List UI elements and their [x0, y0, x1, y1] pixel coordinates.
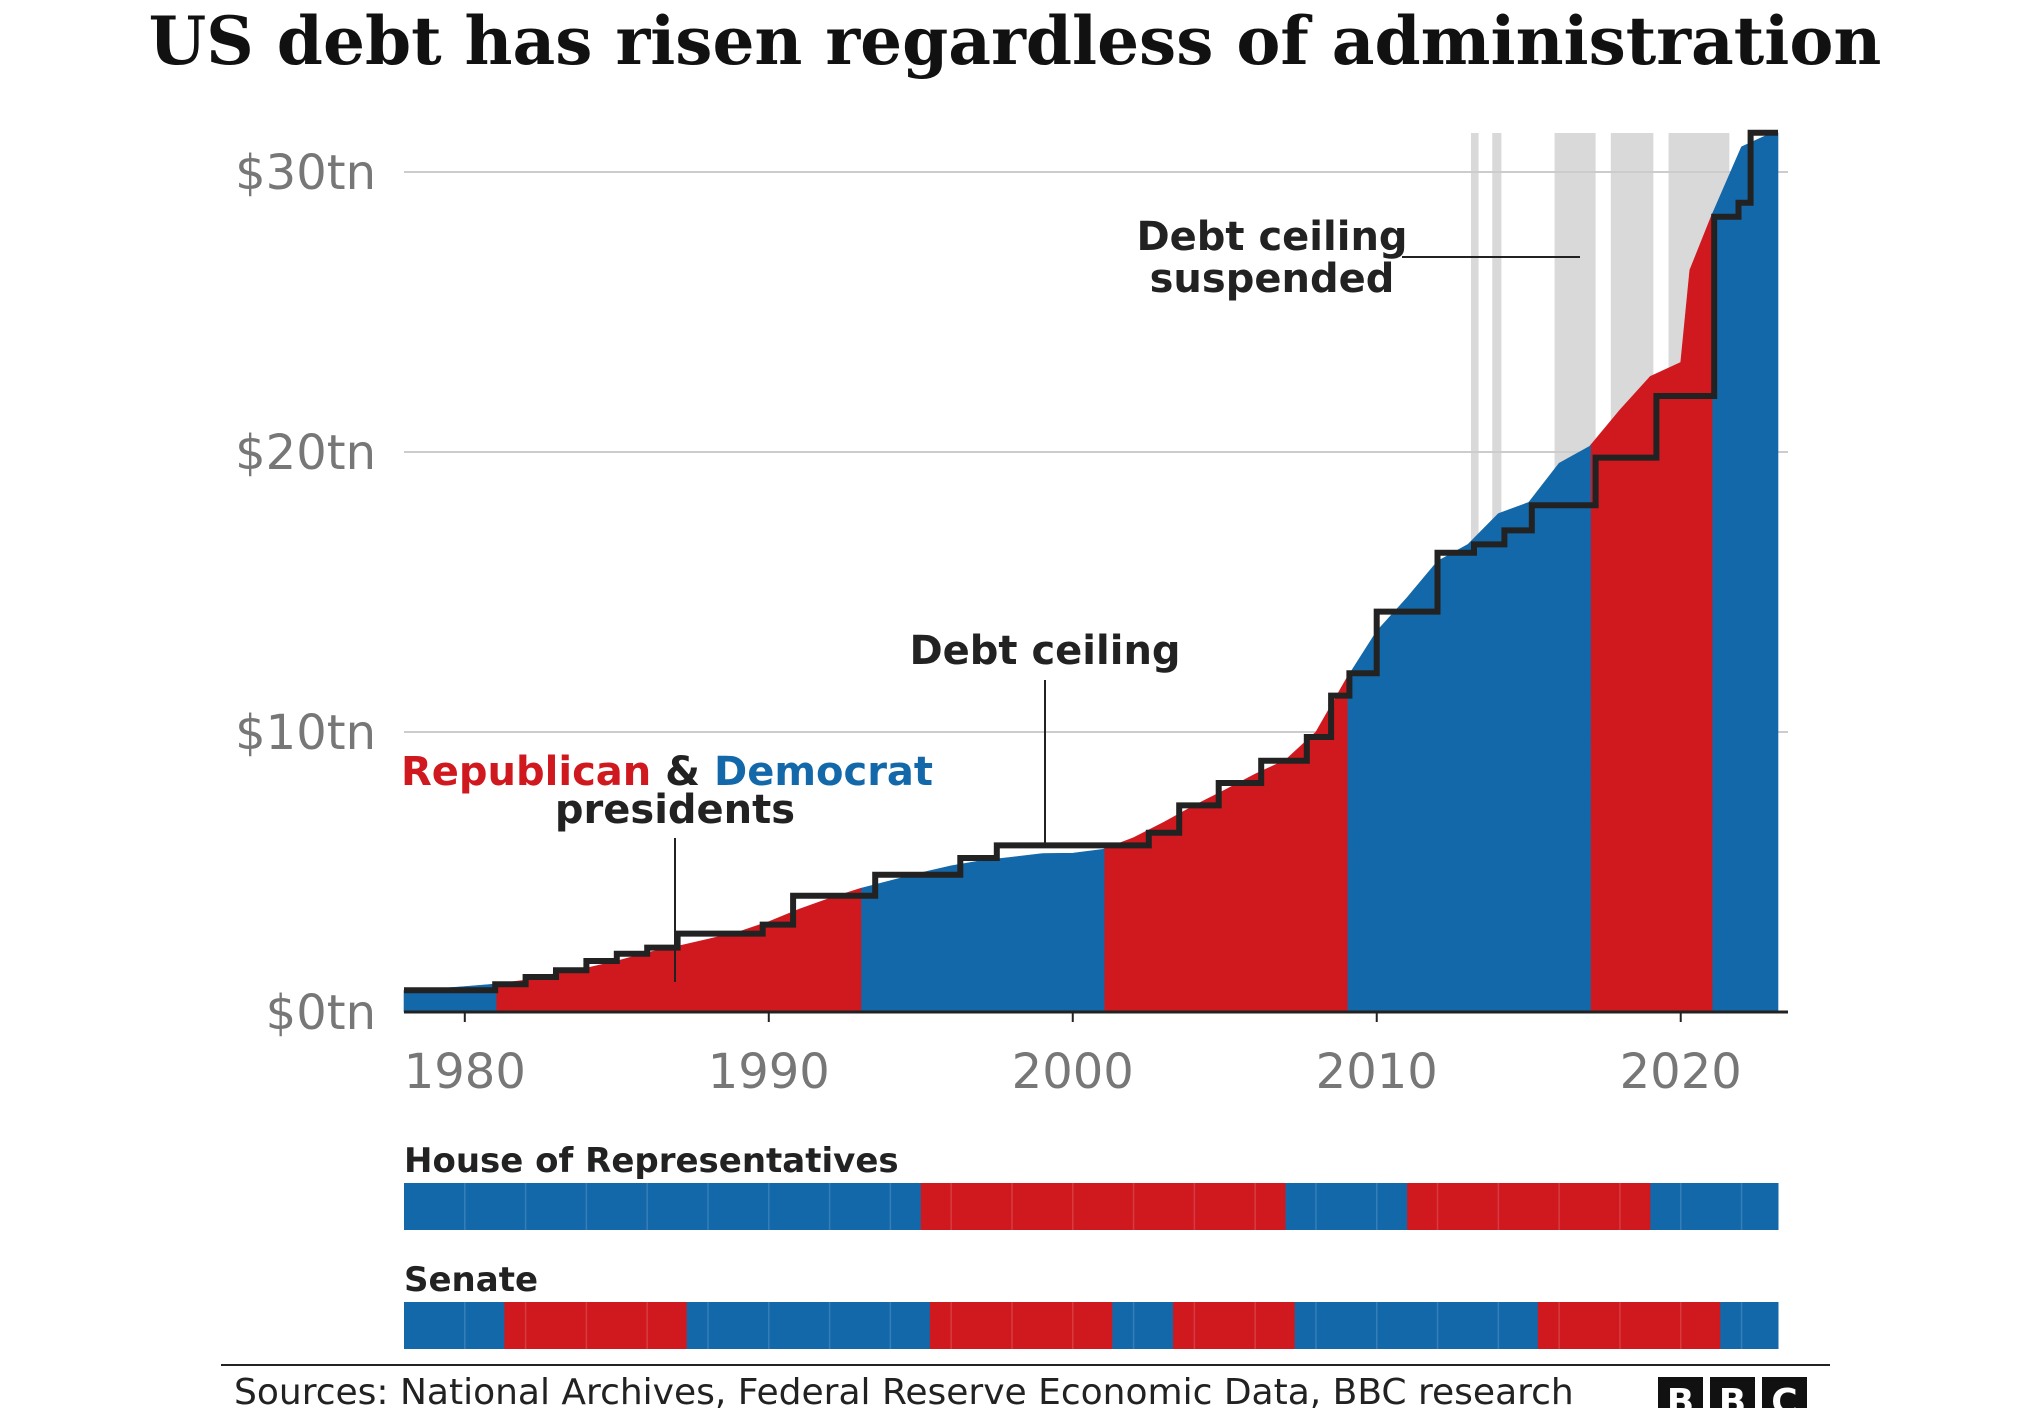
senate-segment-democrat-4 — [1112, 1302, 1174, 1349]
logo-box-0 — [1658, 1377, 1703, 1408]
suspended-label-line2: suspended — [1150, 256, 1395, 302]
y-tick-label: $10tn — [235, 705, 376, 761]
democrat-label: Democrat — [714, 749, 933, 795]
suspended-label-line1: Debt ceiling — [1136, 214, 1407, 260]
presidents-label: presidents — [555, 787, 795, 833]
senate-segment-republican-7 — [1537, 1302, 1721, 1349]
logo-box-2 — [1762, 1377, 1807, 1408]
axes: $0tn $10tn $20tn $30tn 1980 1990 2000 2010 2020 — [235, 145, 1788, 1100]
y-tick-label: $0tn — [266, 985, 376, 1041]
house-segment-democrat-4 — [1650, 1183, 1779, 1230]
senate-segment-democrat-2 — [686, 1302, 931, 1349]
logo-letter-2: C — [1771, 1382, 1797, 1408]
house-label: House of Representatives — [404, 1141, 899, 1181]
chart-title: US debt has risen regardless of administ… — [149, 2, 1882, 80]
republican-label: Republican — [401, 749, 651, 795]
parties-annotation: Republican & Democrat — [401, 749, 933, 795]
house-segment-democrat-2 — [1285, 1183, 1408, 1230]
debt-area — [403, 132, 1779, 1013]
senate-segment-republican-3 — [929, 1302, 1113, 1349]
y-tick-label: $30tn — [235, 145, 376, 201]
senate-segment-democrat-6 — [1294, 1302, 1539, 1349]
senate-segment-democrat-8 — [1720, 1302, 1779, 1349]
president-term-democrat-6 — [1712, 132, 1779, 1013]
x-tick-label: 1980 — [404, 1044, 526, 1100]
x-tick-label: 2020 — [1620, 1044, 1742, 1100]
debt-ceiling-line — [404, 129, 1778, 994]
debt-ceiling-label: Debt ceiling — [909, 628, 1180, 674]
x-tick-label: 2000 — [1012, 1044, 1134, 1100]
amp-label: & — [651, 749, 714, 795]
senate-strip — [404, 1302, 1779, 1349]
debt-ceiling-step-line — [404, 129, 1778, 994]
house-strip — [404, 1183, 1779, 1230]
house-segment-republican-3 — [1407, 1183, 1651, 1230]
source-note: Sources: National Archives, Federal Rese… — [234, 1372, 1574, 1408]
senate-segment-republican-1 — [504, 1302, 688, 1349]
house-segment-democrat-0 — [404, 1183, 922, 1230]
senate-label: Senate — [404, 1260, 538, 1300]
x-tick-label: 2010 — [1316, 1044, 1438, 1100]
senate-segment-democrat-0 — [404, 1302, 505, 1349]
logo-letter-0: B — [1667, 1382, 1694, 1408]
house-segment-republican-1 — [920, 1183, 1287, 1230]
senate-segment-republican-5 — [1173, 1302, 1296, 1349]
logo-box-1 — [1710, 1377, 1755, 1408]
president-term-democrat-4 — [1347, 443, 1592, 1013]
y-tick-label: $20tn — [235, 425, 376, 481]
x-tick-label: 1990 — [708, 1044, 830, 1100]
logo-letter-1: B — [1719, 1382, 1746, 1408]
